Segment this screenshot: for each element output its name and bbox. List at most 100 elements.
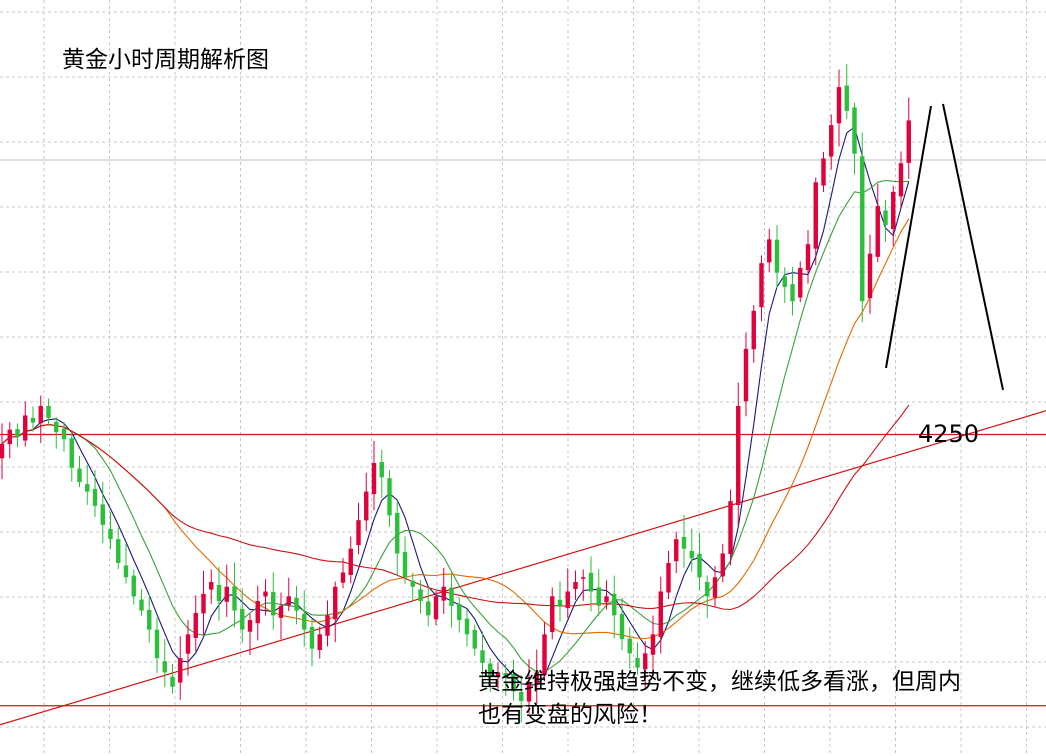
candle-up — [193, 612, 198, 638]
candle-down — [681, 536, 687, 549]
candle-down — [69, 438, 74, 468]
candle-down — [418, 589, 423, 602]
candle-up — [728, 501, 733, 555]
candle-down — [619, 613, 625, 640]
candle-down — [790, 284, 795, 302]
candle-up — [666, 562, 671, 593]
candle-down — [108, 528, 113, 540]
candle-up — [867, 253, 873, 299]
candle-up — [821, 158, 826, 186]
candle-up — [736, 405, 741, 506]
candle-down — [588, 572, 594, 592]
candle-down — [612, 593, 617, 616]
candle-up — [23, 415, 28, 441]
candle-up — [286, 596, 291, 606]
moving-averages — [1, 126, 910, 686]
candle-up — [604, 596, 609, 603]
candle-up — [433, 596, 439, 620]
candle-down — [154, 629, 160, 659]
candle-up — [0, 444, 5, 459]
candle-down — [464, 618, 470, 635]
candle-up — [185, 634, 191, 654]
candle-down — [852, 107, 857, 154]
candle-up — [906, 120, 911, 163]
chart-overlays — [0, 410, 1046, 726]
candle-up — [317, 634, 322, 651]
candle-down — [557, 599, 563, 606]
candle-up — [333, 586, 338, 620]
candle-down — [635, 657, 640, 668]
candle-up — [674, 539, 679, 562]
candle-down — [519, 691, 524, 701]
candle-up — [441, 586, 446, 601]
projection-down-line — [942, 103, 1004, 391]
candles — [0, 64, 911, 723]
candle-up — [263, 591, 268, 597]
candle-up — [371, 463, 377, 495]
candle-down — [844, 85, 849, 111]
candle-down — [46, 405, 51, 418]
candle-up — [278, 605, 284, 618]
candle-up — [798, 267, 803, 298]
candle-down — [457, 604, 462, 621]
projection-lines — [885, 103, 1004, 391]
candle-down — [860, 156, 865, 302]
candle-up — [643, 653, 648, 670]
candle-down — [387, 478, 392, 516]
candle-down — [627, 638, 632, 654]
candle-up — [38, 405, 43, 424]
candle-up — [542, 634, 547, 675]
candle-up — [805, 244, 811, 271]
candle-down — [395, 512, 400, 554]
candle-down — [309, 626, 315, 649]
candle-up — [364, 491, 369, 521]
candle-down — [596, 587, 601, 606]
ma-medium-line — [1, 179, 909, 673]
candle-up — [526, 681, 532, 702]
candle-up — [7, 429, 12, 445]
candle-up — [178, 658, 183, 683]
candle-up — [891, 191, 896, 230]
candle-up — [581, 577, 586, 579]
candle-up — [340, 572, 346, 583]
candle-up — [534, 672, 539, 685]
candle-up — [348, 548, 353, 575]
candle-down — [15, 429, 20, 437]
candle-down — [139, 599, 144, 611]
candle-down — [379, 462, 384, 478]
candle-up — [767, 239, 772, 263]
candle-down — [147, 609, 152, 630]
candle-down — [85, 484, 90, 492]
candle-up — [550, 596, 555, 633]
candle-up — [356, 520, 361, 546]
candle-down — [240, 608, 245, 630]
candle-down — [697, 553, 702, 578]
candle-down — [302, 613, 307, 630]
support-trend-line — [0, 410, 1046, 726]
candle-down — [232, 586, 237, 611]
ma-long-line — [1, 404, 910, 611]
candle-down — [782, 276, 787, 287]
candle-up — [751, 310, 756, 350]
candle-up — [759, 263, 764, 308]
candle-up — [650, 634, 656, 655]
candle-down — [689, 550, 694, 559]
candle-up — [720, 553, 725, 577]
ma-slow-line — [1, 218, 910, 640]
candle-down — [271, 592, 276, 616]
candle-up — [209, 582, 214, 590]
candle-down — [123, 565, 129, 578]
candle-up — [875, 206, 880, 257]
candle-down — [402, 551, 408, 578]
candle-up — [743, 348, 749, 402]
candle-down — [410, 580, 415, 587]
candle-down — [480, 650, 485, 663]
candle-down — [705, 581, 710, 597]
analysis-note: 黄金维持极强趋势不变，继续低多看涨，但周内 也有变盘的风险！ — [478, 666, 961, 732]
price-level-label: 4250 — [918, 420, 980, 448]
candle-down — [449, 587, 454, 606]
candle-up — [813, 182, 818, 249]
candle-down — [100, 504, 105, 525]
candle-down — [92, 488, 98, 506]
